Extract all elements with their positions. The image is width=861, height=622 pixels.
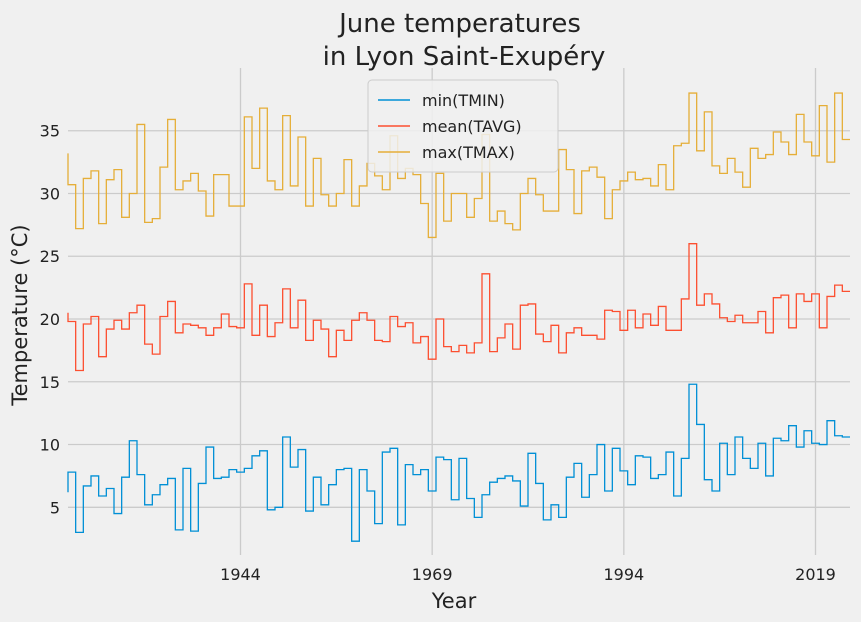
y-tick-label: 35 bbox=[40, 122, 60, 141]
temperature-line bbox=[67, 383, 850, 542]
y-tick-label: 30 bbox=[40, 184, 60, 203]
chart-title: June temperatures bbox=[337, 9, 581, 39]
legend-label: max(TMAX) bbox=[422, 143, 515, 162]
plot-lines bbox=[67, 92, 850, 542]
temperature-line bbox=[67, 243, 850, 372]
x-tick-label: 1969 bbox=[412, 565, 453, 584]
y-tick-label: 10 bbox=[40, 436, 60, 455]
x-tick-label: 1994 bbox=[603, 565, 644, 584]
y-tick-label: 20 bbox=[40, 310, 60, 329]
legend-box bbox=[367, 79, 559, 173]
x-tick-label: 2019 bbox=[795, 565, 836, 584]
y-tick-label: 5 bbox=[50, 498, 60, 517]
legend-label: min(TMIN) bbox=[422, 91, 505, 110]
y-tick-label: 25 bbox=[40, 247, 60, 266]
x-axis-label: Year bbox=[431, 589, 477, 613]
legend-label: mean(TAVG) bbox=[422, 117, 522, 136]
y-tick-label: 15 bbox=[40, 373, 60, 392]
y-axis-label: Temperature (°C) bbox=[8, 224, 32, 406]
temperature-line bbox=[67, 92, 850, 239]
x-tick-label: 1944 bbox=[220, 565, 261, 584]
chart-title: in Lyon Saint-Exupéry bbox=[323, 42, 606, 72]
legend: min(TMIN) mean(TAVG) max(TMAX) bbox=[367, 79, 559, 173]
